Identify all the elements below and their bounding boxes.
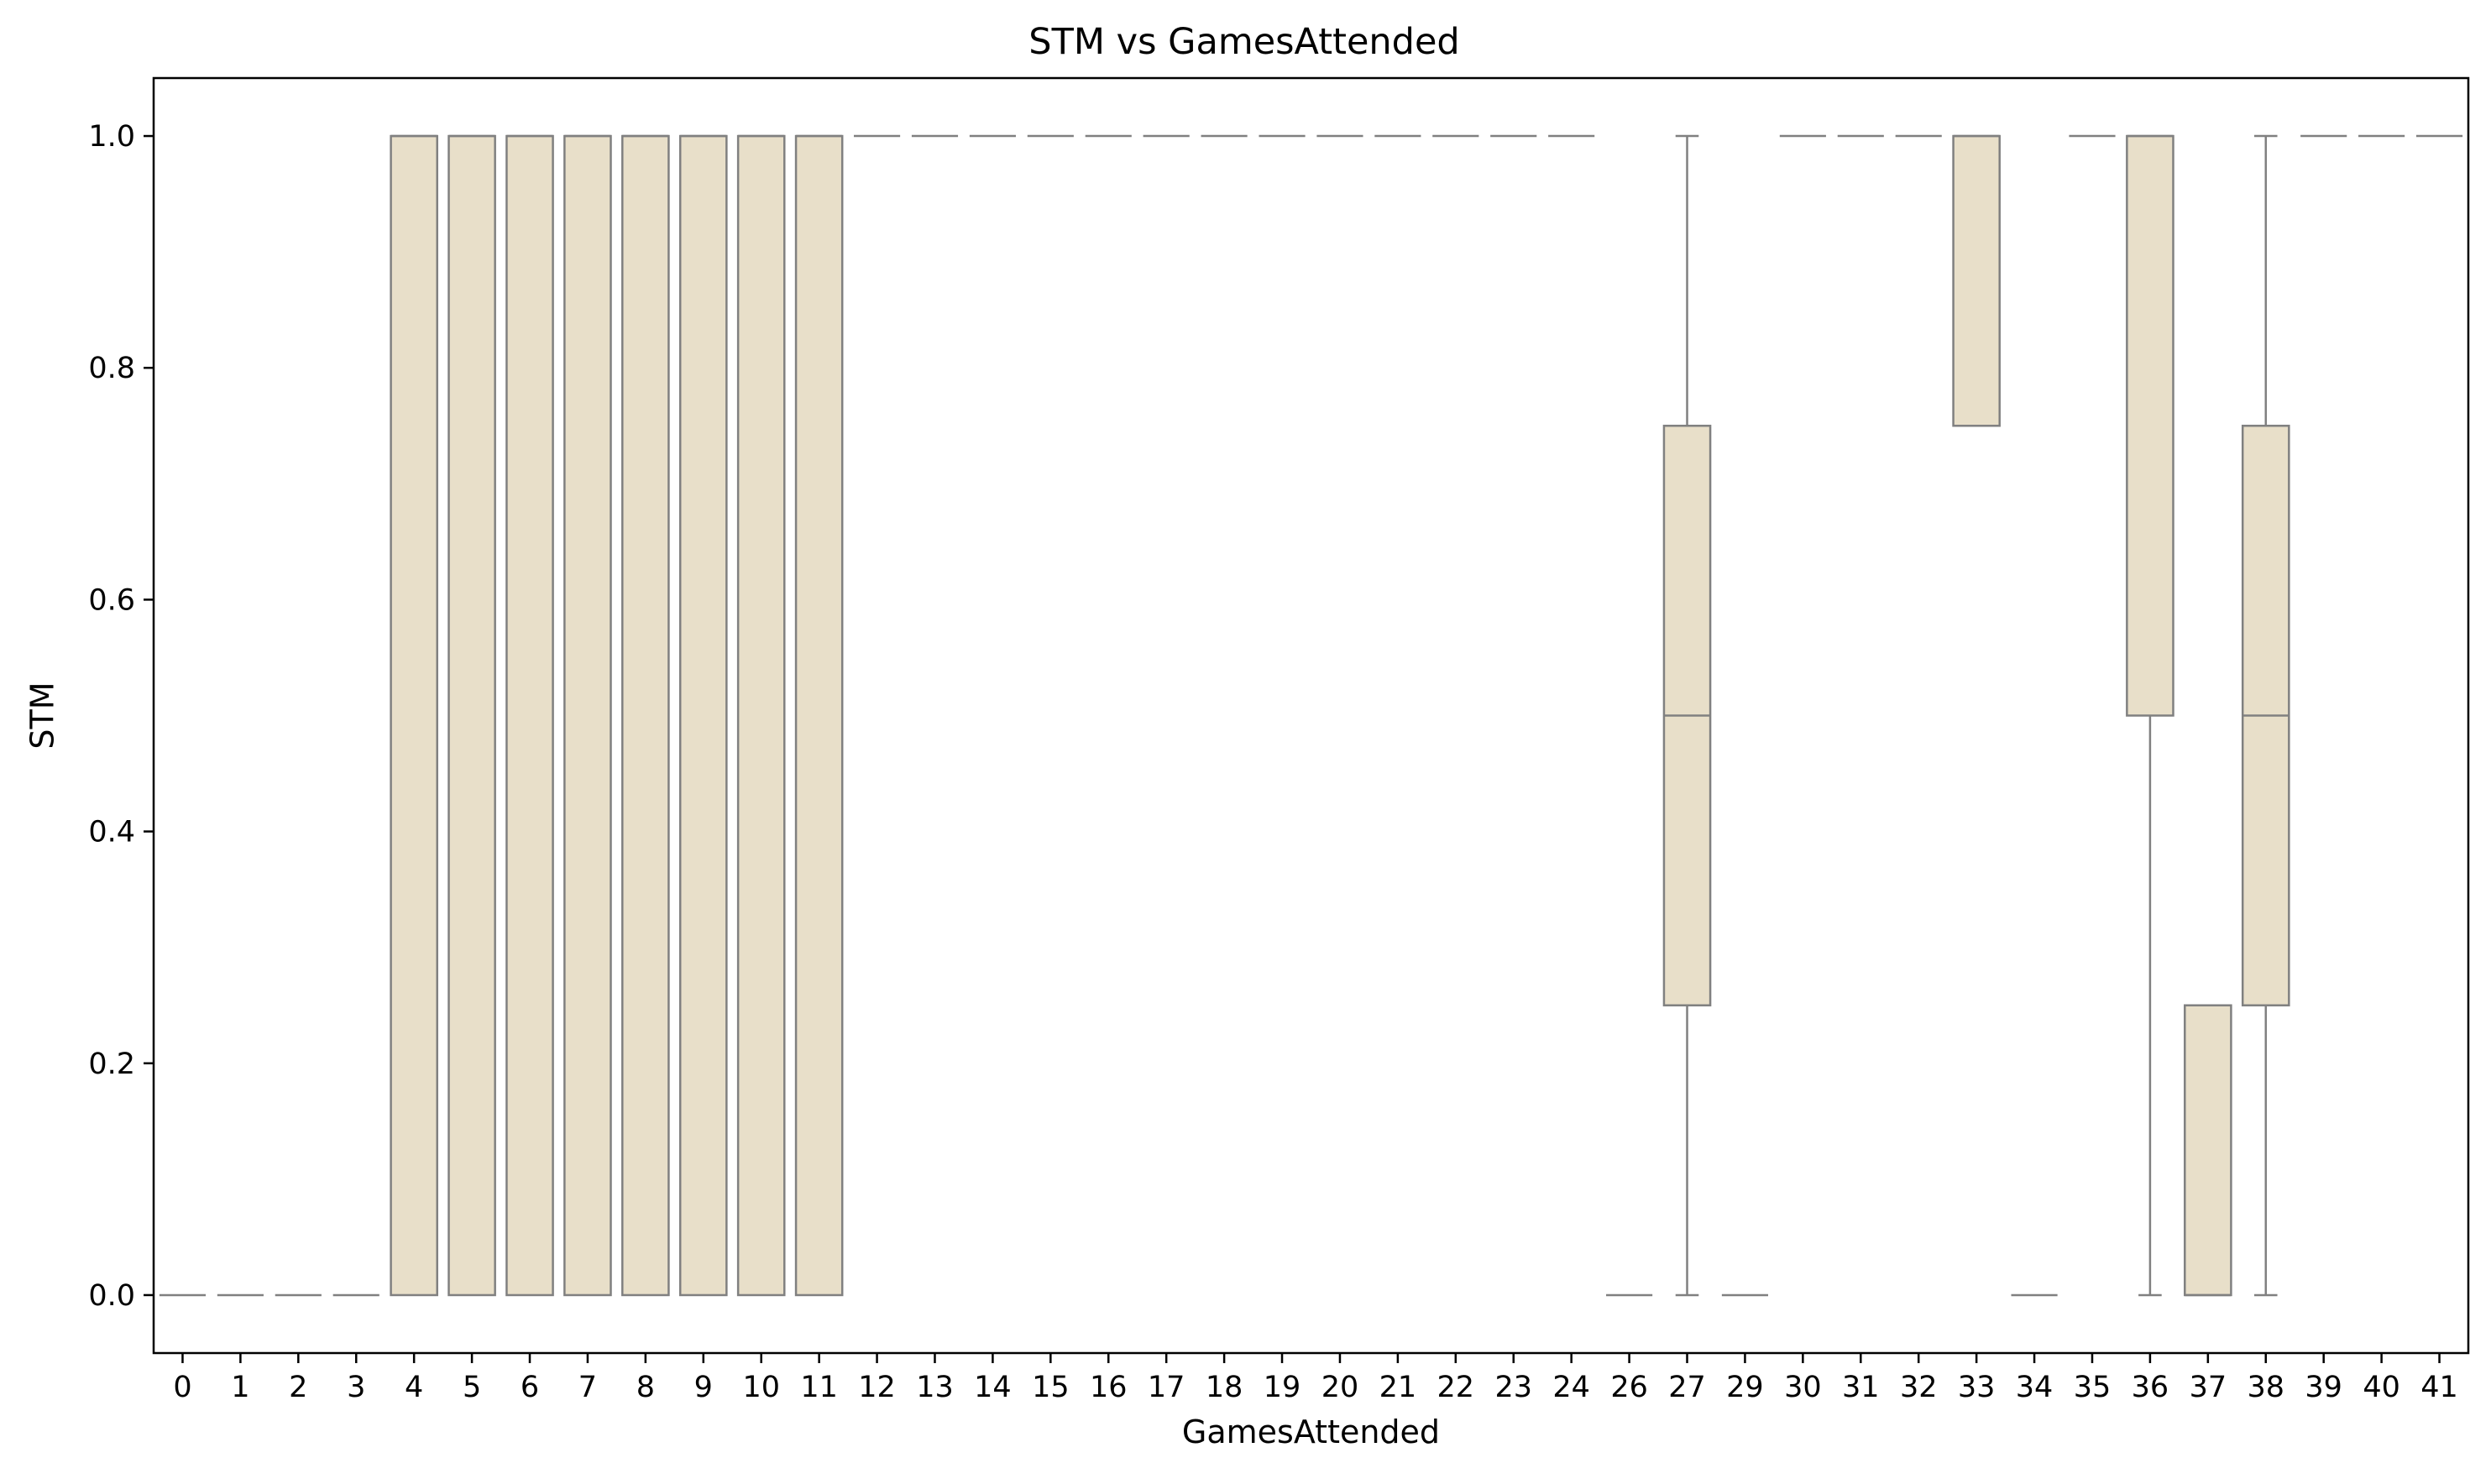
x-tick-label: 33 <box>1958 1371 1996 1404</box>
plot-frame <box>152 76 2470 1355</box>
x-tick-label: 4 <box>405 1371 423 1404</box>
box-iqr <box>390 134 438 1297</box>
box-iqr <box>2126 134 2174 717</box>
chart-title: STM vs GamesAttended <box>1028 21 1459 63</box>
x-tick-label: 39 <box>2305 1371 2342 1404</box>
y-axis: 0.0 0.2 0.4 0.6 0.8 1.0 <box>88 120 154 1313</box>
x-tick-label: 3 <box>347 1371 365 1404</box>
x-tick-label: 29 <box>1726 1371 1764 1404</box>
box-5 <box>447 134 496 1297</box>
box-10 <box>736 134 786 1297</box>
box-4 <box>390 134 438 1297</box>
y-tick-label: 0.6 <box>88 583 135 617</box>
box-7 <box>563 134 612 1297</box>
box-iqr <box>621 134 670 1297</box>
y-tick-label: 0.0 <box>88 1279 135 1313</box>
x-tick-label: 10 <box>742 1371 780 1404</box>
box-iqr <box>505 134 554 1297</box>
y-axis-label: STM <box>24 682 60 749</box>
y-tick-label: 0.8 <box>88 352 135 385</box>
box-6 <box>505 134 554 1297</box>
x-tick-label: 16 <box>1090 1371 1128 1404</box>
x-tick-label: 31 <box>1842 1371 1880 1404</box>
x-tick-label: 26 <box>1610 1371 1648 1404</box>
box-iqr <box>678 134 728 1297</box>
x-tick-label: 35 <box>2074 1371 2112 1404</box>
x-tick-label: 22 <box>1437 1371 1475 1404</box>
x-tick-label: 15 <box>1032 1371 1070 1404</box>
x-tick-label: 24 <box>1552 1371 1590 1404</box>
x-tick-label: 41 <box>2420 1371 2458 1404</box>
x-tick-label: 6 <box>521 1371 539 1404</box>
x-tick-label: 13 <box>916 1371 954 1404</box>
y-tick-label: 1.0 <box>88 120 135 154</box>
box-11 <box>794 134 844 1297</box>
box-iqr <box>1952 134 2001 427</box>
x-tick-label: 36 <box>2132 1371 2169 1404</box>
box-27 <box>1662 134 1712 1297</box>
x-tick-label: 11 <box>800 1371 838 1404</box>
x-tick-label: 18 <box>1206 1371 1243 1404</box>
x-tick-label: 38 <box>2247 1371 2284 1404</box>
box-iqr <box>794 134 844 1297</box>
x-tick-label: 19 <box>1264 1371 1301 1404</box>
x-tick-label: 27 <box>1668 1371 1706 1404</box>
box-iqr <box>447 134 496 1297</box>
x-tick-label: 1 <box>231 1371 249 1404</box>
box-9 <box>678 134 728 1297</box>
x-tick-label: 37 <box>2190 1371 2227 1404</box>
x-tick-label: 32 <box>1900 1371 1938 1404</box>
x-tick-label: 34 <box>2016 1371 2054 1404</box>
box-36 <box>2126 134 2174 1297</box>
x-tick-label: 40 <box>2363 1371 2400 1404</box>
x-tick-label: 20 <box>1321 1371 1359 1404</box>
x-axis: 0 1 2 3 4 5 6 7 8 9 10 11 12 13 14 15 16 17 18 19 20 21 22 23 24… <box>173 1353 2458 1404</box>
box-37 <box>2184 1004 2232 1297</box>
y-tick-label: 0.2 <box>88 1048 135 1081</box>
x-tick-label: 8 <box>636 1371 655 1404</box>
x-tick-label: 7 <box>578 1371 597 1404</box>
box-iqr <box>563 134 612 1297</box>
x-tick-label: 14 <box>974 1371 1012 1404</box>
x-tick-label: 5 <box>463 1371 481 1404</box>
box-iqr <box>736 134 786 1297</box>
x-tick-label: 17 <box>1148 1371 1185 1404</box>
x-tick-label: 2 <box>289 1371 307 1404</box>
box-8 <box>621 134 670 1297</box>
x-tick-label: 30 <box>1784 1371 1822 1404</box>
box-33 <box>1952 134 2001 427</box>
x-tick-label: 21 <box>1379 1371 1417 1404</box>
box-38 <box>2241 134 2290 1297</box>
x-tick-label: 12 <box>858 1371 896 1404</box>
x-axis-label: GamesAttended <box>1182 1413 1440 1450</box>
x-tick-label: 23 <box>1494 1371 1532 1404</box>
y-tick-label: 0.4 <box>88 816 135 849</box>
x-tick-label: 0 <box>173 1371 191 1404</box>
plot-area <box>159 134 2463 1297</box>
box-iqr <box>2184 1004 2232 1297</box>
x-tick-label: 9 <box>694 1371 713 1404</box>
